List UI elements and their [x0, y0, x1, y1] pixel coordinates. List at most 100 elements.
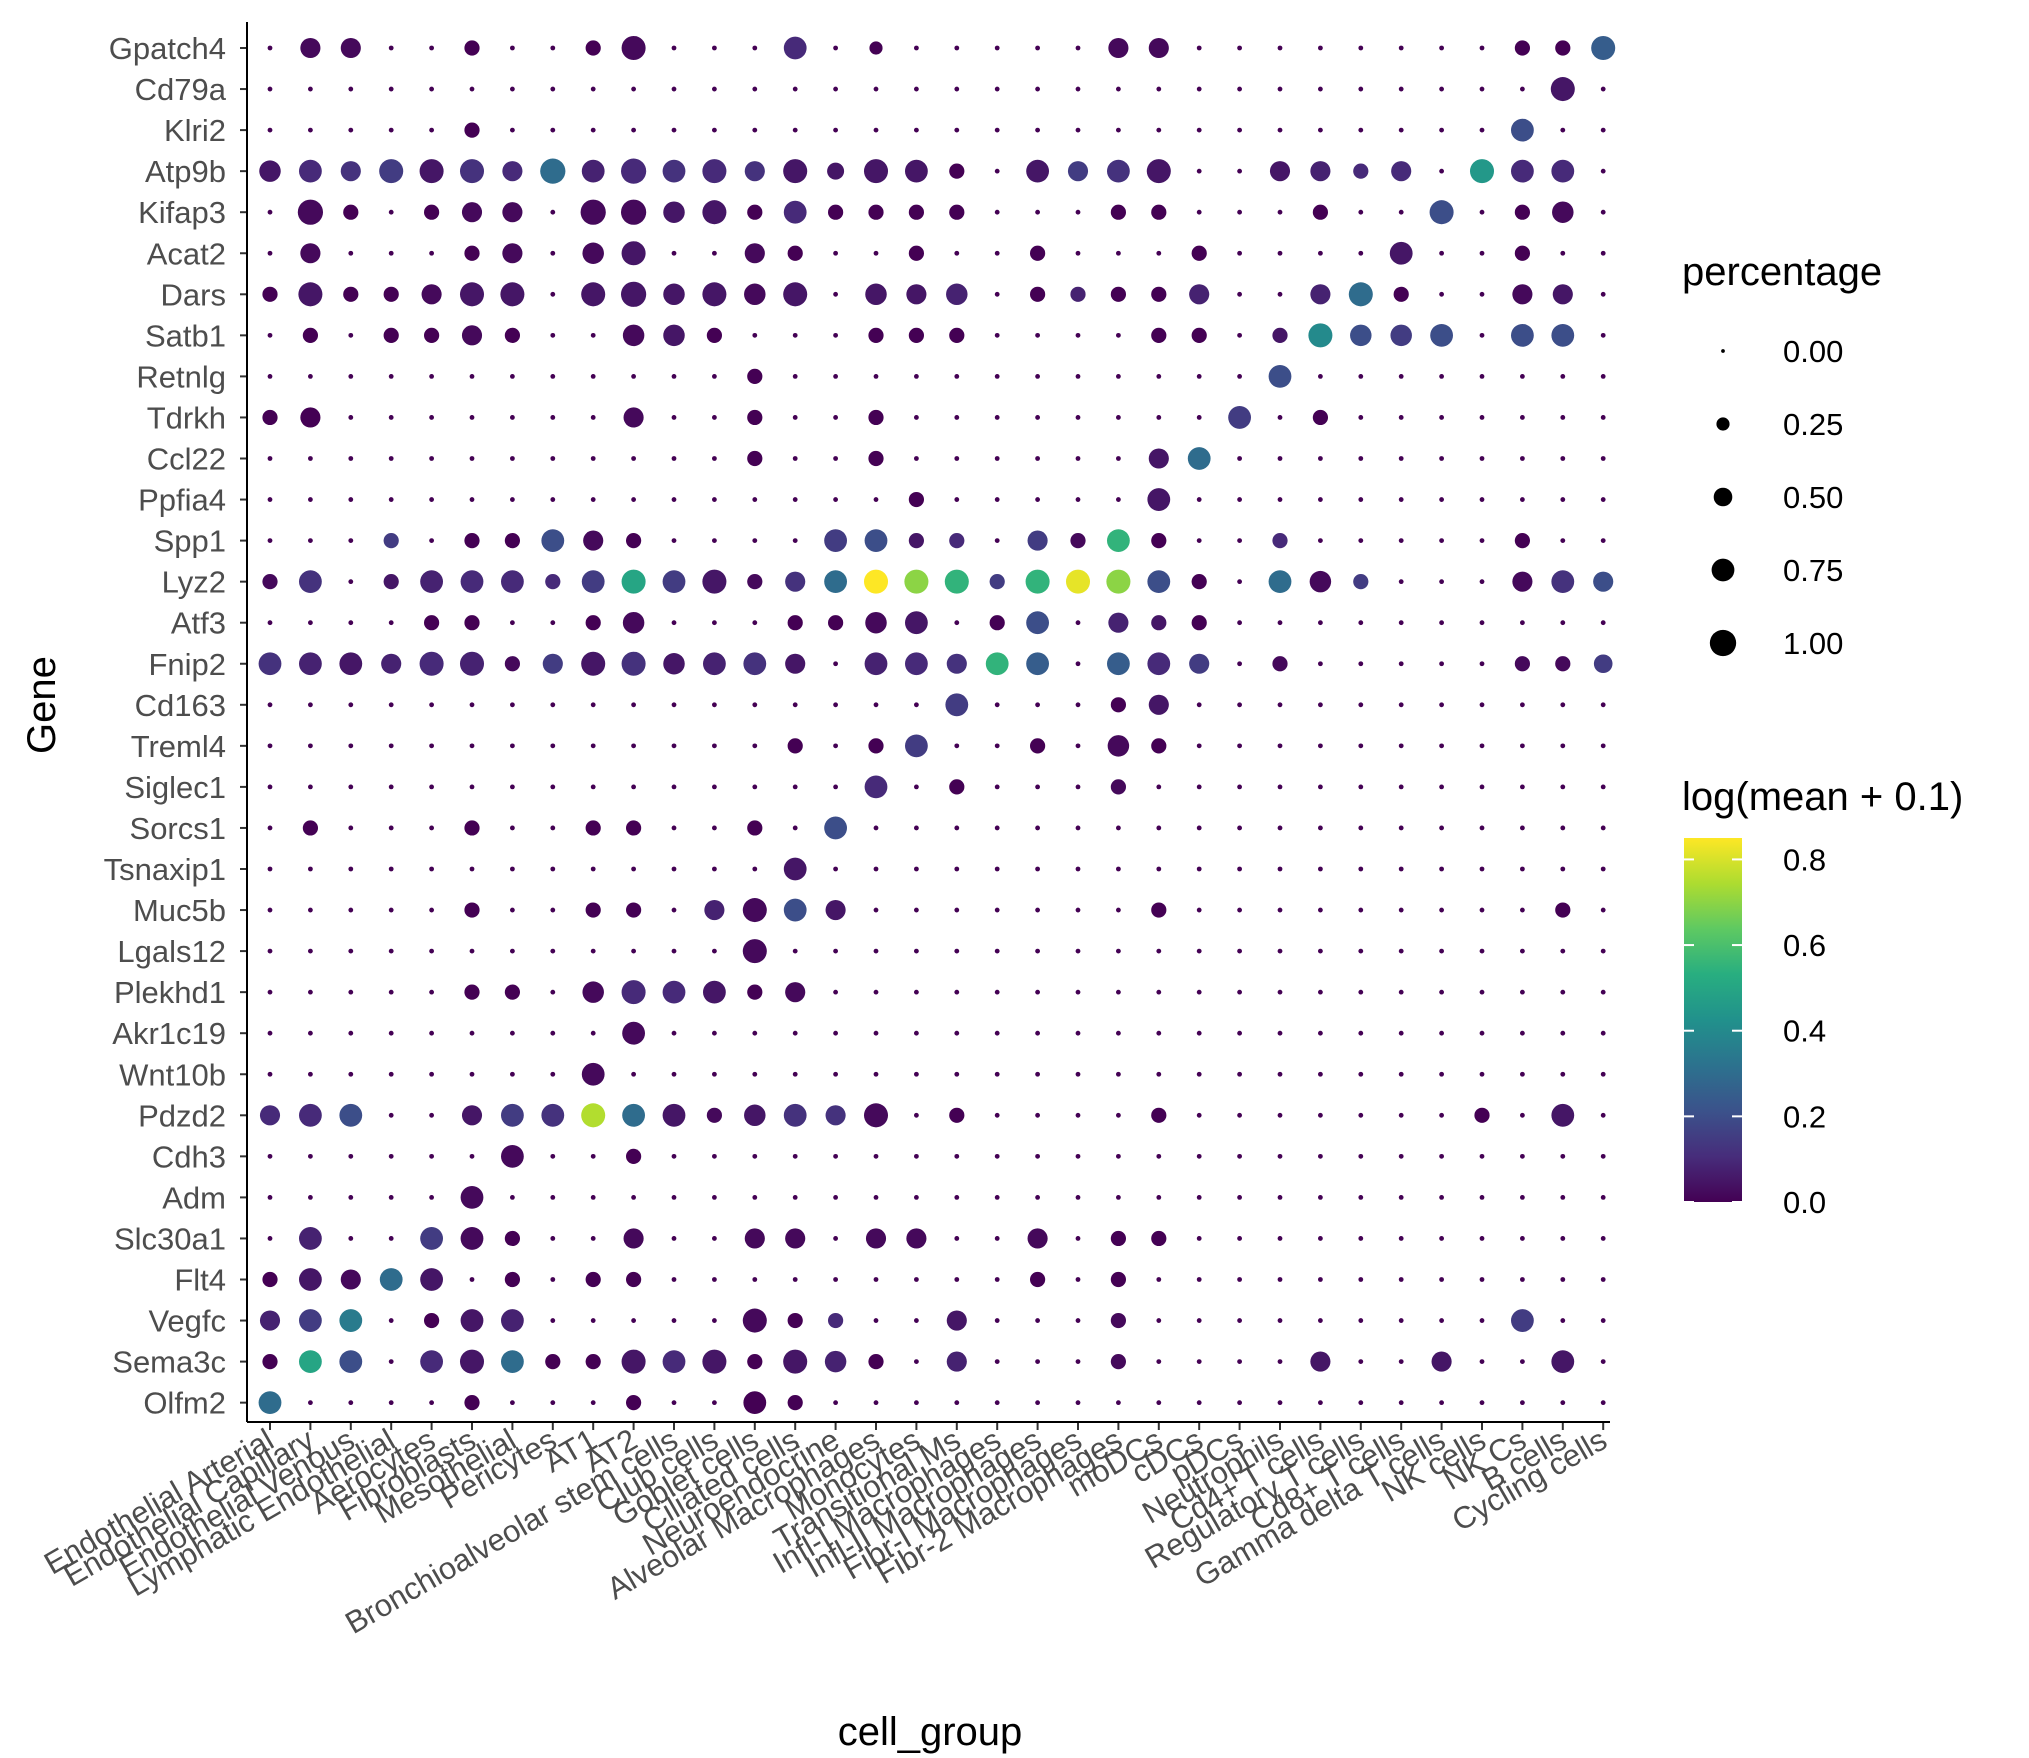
dot-wnt10b-infl-ii-macrophages	[1035, 1071, 1040, 1077]
dot-olfm2-at1	[590, 1400, 596, 1406]
dot-slc30a1-endothelial-capillary	[299, 1227, 322, 1250]
dot-plekhd1-infl-ii-macrophages	[1035, 989, 1040, 995]
dot-muc5b-ciliated-cells	[783, 898, 807, 922]
dot-ccl22-cd4-t-cells	[1318, 456, 1323, 461]
dot-acat2-neuroendocrine	[833, 250, 838, 256]
dot-satb1-infl-i-macrophages	[994, 332, 1000, 338]
dot-dars-endothelial-arterial	[262, 286, 278, 302]
dot-olfm2-neutrophils	[1277, 1400, 1283, 1406]
dot-adm-neuroendocrine	[833, 1195, 838, 1200]
dot-gpatch4-lymphatic-endothelial	[388, 45, 394, 51]
y-tick-label-satb1: Satb1	[145, 318, 226, 353]
color-legend-label: 0.4	[1783, 1014, 1826, 1049]
dot-slc30a1-neuroendocrine	[833, 1236, 838, 1241]
dot-acat2-b-cells	[1560, 250, 1566, 256]
dot-ccl22-alveolar-macrophages	[868, 450, 884, 467]
dot-spp1-cdcs	[1196, 538, 1202, 543]
dot-ppfia4-goblet-cells	[752, 497, 758, 502]
dot-pdzd2-aerocytes	[429, 1112, 434, 1118]
dot-retnlg-pdcs	[1237, 374, 1242, 379]
dot-ppfia4-cycling-cells	[1600, 497, 1606, 502]
dot-gpatch4-gamma-delta-t-cells	[1439, 45, 1444, 51]
dot-dars-lymphatic-endothelial	[383, 286, 399, 302]
dot-sema3c-pdcs	[1237, 1359, 1242, 1364]
dot-wnt10b-monocytes	[914, 1071, 919, 1077]
dot-ccl22-at1	[590, 456, 596, 461]
dot-muc5b-endothelial-capillary	[308, 907, 313, 913]
dot-tsnaxip1-mesothelial	[510, 866, 515, 872]
dot-cd79a-infl-i-macrophages	[994, 86, 1000, 92]
dot-atp9b-bronchioalveolar-stem-cells	[662, 159, 686, 183]
dot-cdh3-fibr-i-macrophages	[1075, 1153, 1081, 1159]
dot-plekhd1-gamma-delta-t-cells	[1439, 989, 1444, 995]
dot-wnt10b-nk-cells	[1479, 1071, 1485, 1077]
dot-lgals12-regulatory-t-cells	[1358, 948, 1364, 954]
dot-vegfc-alveolar-macrophages	[873, 1318, 879, 1323]
dot-lyz2-at1	[581, 570, 605, 594]
dot-sorcs1-nk-cells	[1479, 825, 1485, 831]
dot-sorcs1-b-cells	[1560, 825, 1566, 831]
dot-acat2-nk-cells	[1479, 250, 1485, 256]
dot-fnip2-endothelial-arterial	[258, 652, 282, 676]
dot-sorcs1-fibroblasts	[464, 820, 480, 836]
dot-tdrkh-aerocytes	[429, 415, 434, 420]
dot-cdh3-b-cells	[1560, 1153, 1566, 1159]
dot-plekhd1-cdcs	[1196, 989, 1202, 995]
dot-retnlg-endothelial-capillary	[308, 374, 313, 379]
dot-siglec1-mesothelial	[510, 784, 515, 790]
dot-sorcs1-ciliated-cells	[792, 825, 798, 831]
dot-gpatch4-b-cells	[1555, 40, 1571, 56]
dot-atf3-regulatory-t-cells	[1358, 620, 1364, 626]
dot-treml4-endothelial-capillary	[308, 743, 313, 749]
dot-kifap3-mesothelial	[502, 202, 523, 223]
dot-flt4-infl-i-macrophages	[994, 1277, 1000, 1282]
dot-flt4-neutrophils	[1277, 1277, 1283, 1282]
dot-slc30a1-cd8-t-cells	[1398, 1236, 1404, 1241]
dot-muc5b-fibroblasts	[464, 902, 480, 918]
dot-adm-infl-ii-macrophages	[1035, 1195, 1040, 1200]
dot-klri2-neuroendocrine	[833, 127, 838, 133]
dot-vegfc-bronchioalveolar-stem-cells	[671, 1318, 677, 1323]
dot-siglec1-infl-i-macrophages	[994, 784, 1000, 790]
dot-olfm2-fibroblasts	[464, 1395, 480, 1411]
dot-cd163-bronchioalveolar-stem-cells	[671, 702, 677, 708]
dot-muc5b-goblet-cells	[742, 898, 767, 923]
dot-muc5b-club-cells	[704, 899, 725, 921]
dot-kifap3-regulatory-t-cells	[1358, 209, 1364, 215]
dot-fnip2-goblet-cells	[743, 652, 767, 676]
dot-spp1-infl-ii-macrophages	[1027, 530, 1048, 551]
dot-retnlg-at1	[590, 374, 596, 379]
dot-wnt10b-endothelial-venous	[348, 1071, 354, 1077]
dot-siglec1-club-cells	[712, 784, 717, 790]
dot-treml4-regulatory-t-cells	[1358, 743, 1364, 749]
dot-cd163-club-cells	[712, 702, 717, 708]
dot-plekhd1-neutrophils	[1277, 989, 1283, 995]
dot-dars-neuroendocrine	[833, 291, 838, 297]
dot-gpatch4-regulatory-t-cells	[1358, 45, 1364, 51]
dot-acat2-goblet-cells	[744, 243, 765, 264]
dot-fnip2-endothelial-venous	[339, 652, 363, 676]
dot-cd163-at2	[631, 702, 636, 708]
dot-plekhd1-aerocytes	[429, 989, 434, 995]
y-tick-label-akr1c19: Akr1c19	[112, 1016, 226, 1051]
dot-treml4-pericytes	[550, 743, 556, 749]
dot-dars-fibroblasts	[459, 282, 485, 307]
dot-retnlg-lymphatic-endothelial	[388, 374, 394, 379]
dot-slc30a1-infl-ii-macrophages	[1027, 1228, 1048, 1249]
dot-akr1c19-gamma-delta-t-cells	[1439, 1030, 1444, 1036]
dot-pdzd2-b-cells	[1551, 1103, 1575, 1127]
dot-ppfia4-gamma-delta-t-cells	[1439, 497, 1444, 502]
dot-tdrkh-at2	[623, 407, 644, 428]
dot-tsnaxip1-nk-cells	[1479, 866, 1485, 872]
dot-atf3-bronchioalveolar-stem-cells	[671, 620, 677, 626]
dot-lyz2-nk-cs	[1512, 571, 1533, 592]
dot-vegfc-fibr-2-macrophages	[1110, 1312, 1126, 1329]
dot-atf3-transitional-ms	[954, 620, 960, 626]
dot-siglec1-goblet-cells	[752, 784, 758, 790]
dot-lyz2-monocytes	[904, 569, 929, 594]
dot-ccl22-b-cells	[1560, 456, 1566, 461]
dot-adm-cd4-t-cells	[1318, 1195, 1323, 1200]
dot-fnip2-aerocytes	[419, 651, 444, 676]
dot-klri2-endothelial-venous	[348, 127, 354, 133]
dot-cd79a-aerocytes	[429, 86, 434, 92]
